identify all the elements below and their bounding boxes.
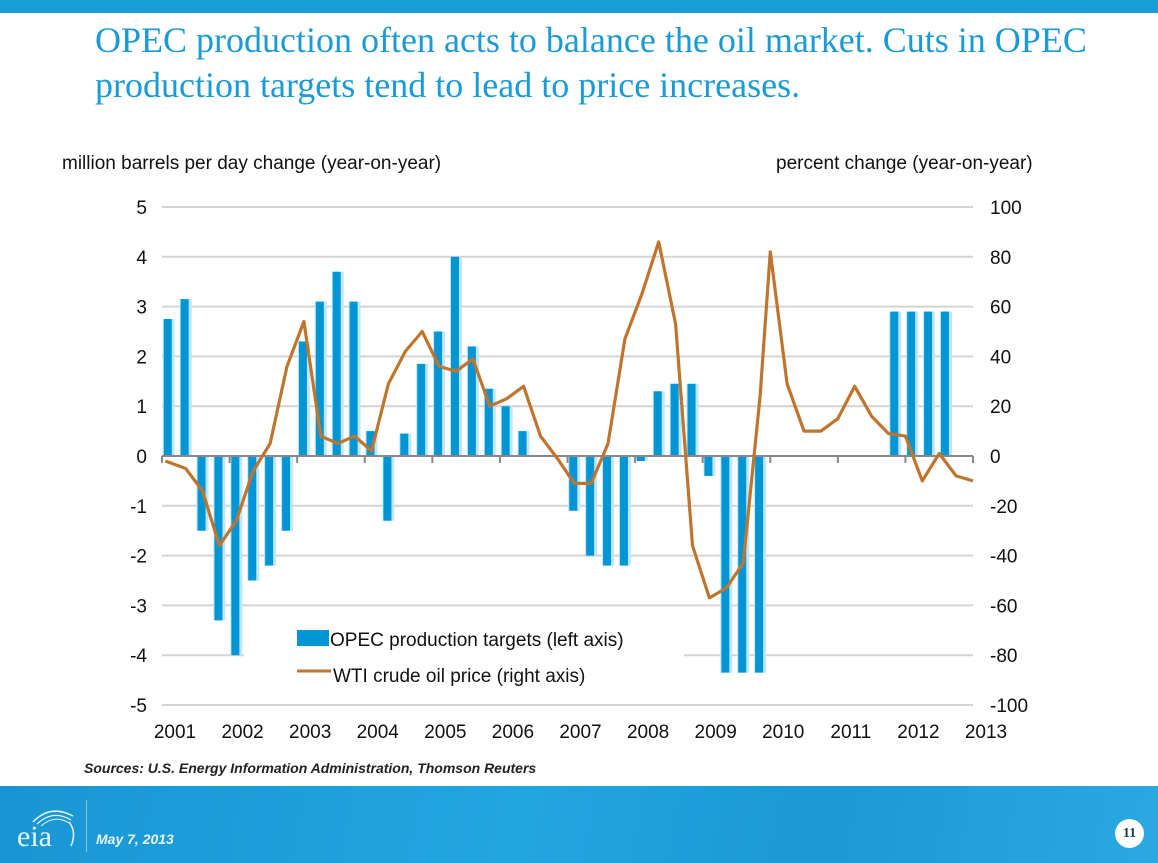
right-tick-label: -40 (990, 547, 1017, 568)
left-tick-label: 3 (136, 298, 147, 319)
bar (721, 456, 730, 673)
bar (450, 256, 459, 456)
left-tick-label: -5 (130, 696, 147, 717)
bar (231, 456, 240, 656)
right-tick-label: -60 (990, 596, 1017, 617)
footer: eia May 7, 2013 11 (0, 786, 1158, 863)
right-axis-label: percent change (year-on-year) (776, 153, 1033, 174)
x-tick-label: 2005 (424, 722, 466, 743)
right-tick-label: 20 (990, 397, 1011, 418)
bar (687, 383, 696, 456)
x-tick-label: 2010 (762, 722, 804, 743)
bar (180, 299, 189, 456)
bar (332, 271, 341, 456)
x-tick-label: 2008 (627, 722, 669, 743)
right-tick-label: 100 (990, 198, 1022, 219)
bar (518, 431, 527, 456)
wti-price-line (164, 240, 974, 600)
bar (315, 301, 324, 456)
source-note: Sources: U.S. Energy Information Adminis… (84, 760, 537, 776)
x-tick-label: 2013 (965, 722, 1007, 743)
x-tick-label: 2009 (695, 722, 737, 743)
footer-divider (86, 800, 87, 852)
bar (636, 456, 645, 461)
right-tick-label: -20 (990, 497, 1017, 518)
bar (890, 311, 899, 456)
bar (383, 456, 392, 521)
bar (282, 456, 291, 531)
left-tick-label: -3 (130, 596, 147, 617)
gridlines (162, 206, 973, 706)
left-tick-label: -1 (130, 497, 147, 518)
slide-title: OPEC production often acts to balance th… (95, 20, 1087, 105)
bar (467, 346, 476, 456)
bar (484, 388, 493, 456)
legend-label-opec: OPEC production targets (left axis) (330, 630, 624, 651)
bar (163, 319, 172, 456)
x-tick-label: 2003 (289, 722, 331, 743)
eia-logo-icon: eia (17, 810, 75, 852)
bar (907, 311, 916, 456)
right-tick-label: -100 (990, 696, 1028, 717)
top-accent-bar (0, 0, 1158, 13)
x-axis (161, 455, 974, 463)
bar (924, 311, 933, 456)
bar-series (162, 256, 952, 673)
x-tick-label: 2012 (897, 722, 939, 743)
left-tick-label: -2 (130, 547, 147, 568)
bar (755, 456, 764, 673)
legend-bar-swatch (297, 630, 329, 646)
x-tick-label: 2001 (154, 722, 196, 743)
x-tick-label: 2004 (357, 722, 400, 743)
right-tick-label: 0 (990, 447, 1001, 468)
bar (501, 406, 510, 456)
right-tick-label: 60 (990, 298, 1011, 319)
legend-label-wti: WTI crude oil price (right axis) (333, 666, 585, 687)
x-tick-label: 2002 (221, 722, 263, 743)
svg-text:eia: eia (17, 820, 52, 852)
bar (586, 456, 595, 556)
left-tick-label: 0 (136, 447, 147, 468)
left-tick-label: 1 (136, 397, 147, 418)
right-tick-label: 80 (990, 248, 1011, 269)
bar (248, 456, 257, 581)
page-number: 11 (1115, 819, 1144, 848)
bar (670, 383, 679, 456)
left-tick-label: 4 (136, 248, 147, 269)
bar (197, 456, 206, 531)
legend: OPEC production targets (left axis) WTI c… (297, 630, 624, 687)
x-tick-label: 2011 (830, 722, 871, 743)
bar (366, 431, 375, 456)
left-tick-label: 5 (136, 198, 147, 219)
bar (619, 456, 628, 566)
bar (704, 456, 713, 476)
bar (298, 341, 307, 456)
x-tick-label: 2007 (559, 722, 601, 743)
right-tick-label: -80 (990, 646, 1017, 667)
bar (603, 456, 612, 566)
bar (400, 433, 409, 456)
left-tick-label: -4 (130, 646, 147, 667)
tick-labels: 5 4 3 2 1 0 -1 -2 -3 -4 -5 100 80 60 40 20 0 -20 -40 -60 -80… (130, 198, 1028, 743)
x-tick-label: 2006 (492, 722, 534, 743)
right-tick-label: 40 (990, 347, 1011, 368)
bar (417, 363, 426, 456)
footer-date: May 7, 2013 (96, 831, 174, 847)
bar (653, 391, 662, 456)
bar (265, 456, 274, 566)
left-tick-label: 2 (136, 347, 147, 368)
left-axis-label: million barrels per day change (year-on-… (62, 153, 442, 174)
bar (349, 301, 358, 456)
bar (434, 331, 443, 456)
chart: 5 4 3 2 1 0 -1 -2 -3 -4 -5 100 80 60 40 20 0 -20 -40 -60 -80… (130, 198, 1028, 743)
bar (940, 311, 949, 456)
line-series (164, 240, 974, 600)
